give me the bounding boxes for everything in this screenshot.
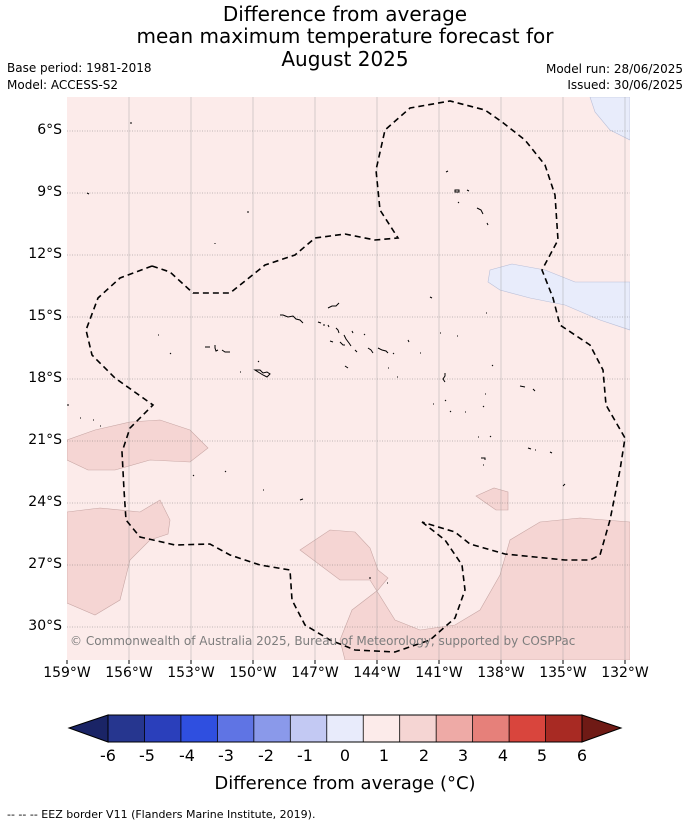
- lon-label: 144°W: [353, 665, 401, 681]
- colorbar-title: Difference from average (°C): [214, 773, 476, 794]
- colorbar-tick-label: -5: [139, 746, 155, 765]
- colorbar-tick-label: -4: [179, 746, 195, 765]
- lat-label: 18°S: [28, 370, 62, 386]
- colorbar-tick-label: -2: [258, 746, 274, 765]
- title-line-3: August 2025: [281, 47, 409, 71]
- base-period-label: Base period: 1981-2018: [7, 61, 152, 75]
- colorbar-cell: [326, 715, 364, 742]
- colorbar-tick-label: -3: [218, 746, 234, 765]
- lat-label: 24°S: [28, 494, 62, 510]
- lon-label: 135°W: [539, 665, 587, 681]
- lon-label: 153°W: [167, 665, 215, 681]
- lat-label: 6°S: [37, 122, 62, 138]
- lat-label: 21°S: [28, 432, 62, 448]
- colorbar-cell: [436, 715, 474, 742]
- issued-label: Issued: 30/06/2025: [567, 78, 683, 92]
- cool-region-northeast: [589, 97, 630, 141]
- model-label: Model: ACCESS-S2: [7, 78, 119, 92]
- colorbar-cell: [180, 715, 218, 742]
- lat-label: 9°S: [37, 184, 62, 200]
- colorbar-tick-label: 2: [418, 746, 430, 765]
- colorbar-tick-label: 1: [378, 746, 390, 765]
- lon-label: 147°W: [291, 665, 339, 681]
- lon-label: 156°W: [105, 665, 153, 681]
- colorbar-cell: [399, 715, 437, 742]
- colorbar-tick-label: -6: [100, 746, 116, 765]
- colorbar-cell: [472, 715, 510, 742]
- lat-label: 12°S: [28, 246, 62, 262]
- colorbar-tick-label: 3: [457, 746, 469, 765]
- lon-label: 138°W: [477, 665, 525, 681]
- lon-label: 132°W: [601, 665, 649, 681]
- axis-ticks: [66, 660, 626, 664]
- title-line-1: Difference from average: [222, 2, 468, 26]
- colorbar-tick-label: 6: [576, 746, 588, 765]
- lat-label: 15°S: [28, 308, 62, 324]
- colorbar-cell: [290, 715, 328, 742]
- anomaly-region-south: [299, 517, 630, 660]
- colorbar-cell: [144, 715, 182, 742]
- colorbar: [67, 714, 623, 743]
- colorbar-cell: [253, 715, 291, 742]
- islands: [67, 122, 566, 584]
- eez-footnote: -- -- -- EEZ border V11 (Flanders Marine…: [7, 808, 316, 821]
- lat-label: 27°S: [28, 556, 62, 572]
- eez-borders: [85, 100, 626, 653]
- colorbar-over-arrow: [581, 714, 623, 743]
- colorbar-outline: [107, 714, 583, 743]
- title-line-2: mean maximum temperature forecast for: [136, 24, 554, 48]
- colorbar-cell: [108, 715, 145, 742]
- lon-label: 159°W: [43, 665, 91, 681]
- colorbar-tick-label: 0: [339, 746, 351, 765]
- longitude-gridlines: [128, 97, 626, 660]
- anomaly-region-west: [67, 419, 209, 471]
- model-run-label: Model run: 28/06/2025: [545, 62, 683, 76]
- colorbar-tick-label: -1: [297, 746, 313, 765]
- lon-label: 150°W: [229, 665, 277, 681]
- lat-label: 30°S: [28, 618, 62, 634]
- colorbar-cell: [217, 715, 255, 742]
- anomaly-region-southwest: [67, 499, 171, 616]
- colorbar-cell: [363, 715, 401, 742]
- colorbar-cell: [545, 715, 583, 742]
- copyright-notice: © Commonwealth of Australia 2025, Bureau…: [70, 634, 576, 648]
- anomaly-region-east-small: [475, 487, 509, 511]
- colorbar-under-arrow: [67, 714, 109, 743]
- colorbar-cell: [509, 715, 547, 742]
- colorbar-tick-label: 4: [497, 746, 509, 765]
- lon-label: 141°W: [415, 665, 463, 681]
- cool-region-east: [487, 263, 630, 331]
- colorbar-tick-label: 5: [536, 746, 548, 765]
